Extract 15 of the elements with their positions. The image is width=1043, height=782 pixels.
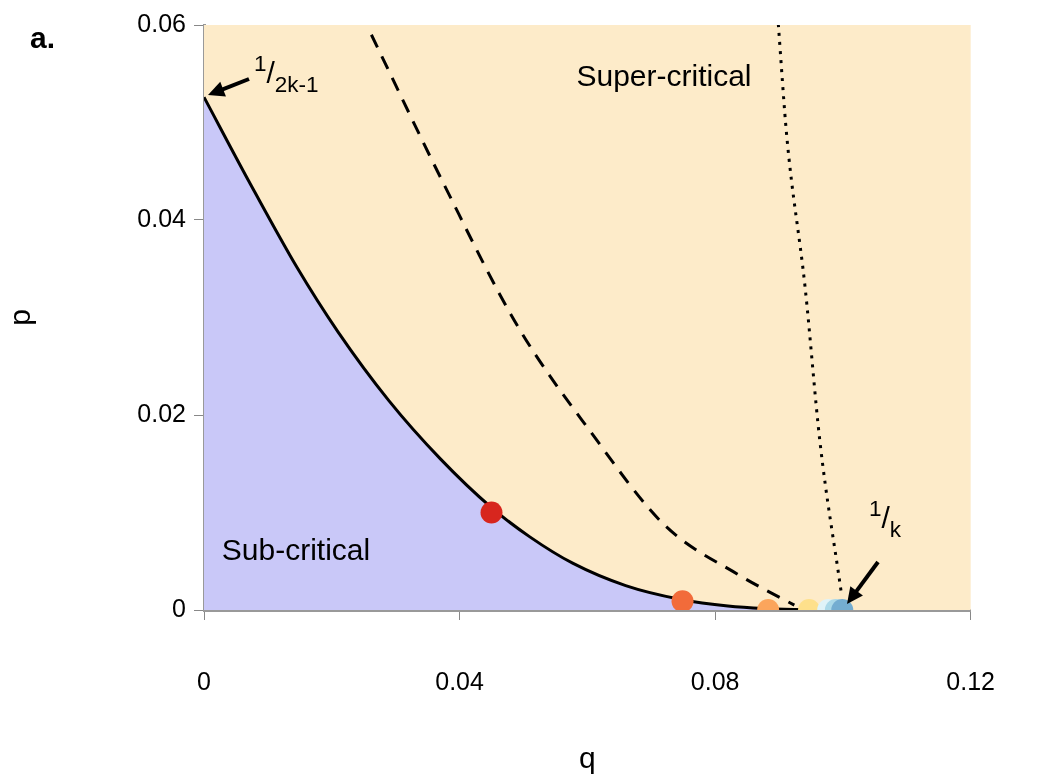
x-tick-label: 0.04 bbox=[435, 666, 484, 695]
annotation: Super-critical bbox=[576, 58, 752, 92]
y-axis-title: p bbox=[3, 309, 37, 326]
annotation: Sub-critical bbox=[221, 532, 371, 566]
y-tick-label: 0.06 bbox=[137, 8, 186, 37]
x-tick-label: 0.12 bbox=[946, 666, 996, 695]
x-axis-title: q bbox=[578, 741, 596, 775]
line-series bbox=[776, 25, 843, 592]
x-tick-label: 0 bbox=[197, 666, 211, 695]
y-tick-label: 0.02 bbox=[137, 398, 186, 427]
text: a. bbox=[30, 21, 56, 55]
x-tick-label: 0.08 bbox=[690, 666, 740, 695]
y-tick-label: 0.04 bbox=[137, 203, 187, 232]
y-tick-label: 0 bbox=[172, 593, 186, 622]
line-series bbox=[369, 33, 796, 607]
